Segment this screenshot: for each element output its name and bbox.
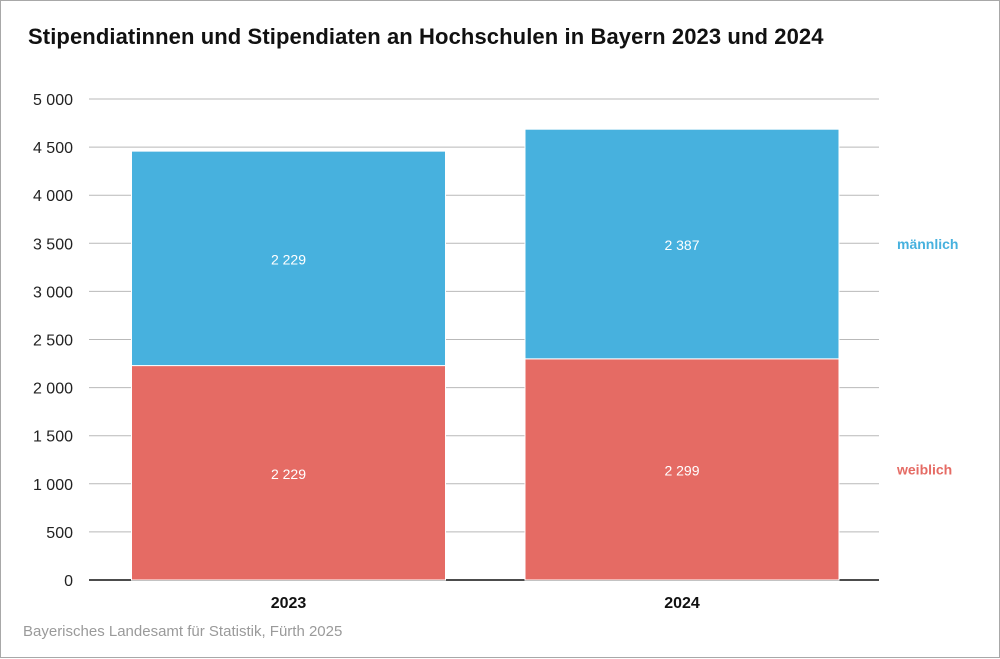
y-tick-label: 3 500 (33, 236, 73, 253)
legend: weiblich männlich (896, 236, 958, 477)
data-label: 2 387 (664, 237, 699, 253)
data-labels: 2 229 2 299 2 229 2 387 (271, 237, 700, 482)
source-note: Bayerisches Landesamt für Statistik, Für… (23, 623, 343, 640)
y-tick-label: 2 500 (33, 333, 73, 350)
bar-segment (524, 128, 840, 360)
legend-entry: weiblich (896, 461, 952, 477)
x-tick-label: 2024 (664, 595, 700, 612)
legend-entry: männlich (897, 236, 958, 252)
x-tick-label: 2023 (271, 595, 307, 612)
y-tick-label: 3 000 (33, 284, 73, 301)
bars (131, 128, 840, 581)
y-tick-label: 4 500 (33, 140, 73, 157)
data-label: 2 229 (271, 251, 306, 267)
y-tick-label: 0 (64, 573, 73, 590)
y-tick-label: 5 000 (33, 92, 73, 109)
bar-segment (131, 365, 446, 581)
y-tick-label: 4 000 (33, 188, 73, 205)
chart-title: Stipendiatinnen und Stipendiaten an Hoch… (28, 24, 824, 49)
data-label: 2 229 (271, 466, 306, 482)
data-label: 2 299 (664, 462, 699, 478)
y-tick-label: 1 000 (33, 477, 73, 494)
bar-segment (524, 358, 840, 581)
y-tick-label: 1 500 (33, 429, 73, 446)
y-tick-label: 2 000 (33, 381, 73, 398)
x-tick-labels: 2023 2024 (271, 595, 700, 612)
y-tick-labels: 0 500 1 000 1 500 2 000 2 500 3 000 3 500 4 000 4… (33, 92, 73, 590)
bar-segment (131, 150, 446, 367)
y-tick-label: 500 (46, 525, 73, 542)
